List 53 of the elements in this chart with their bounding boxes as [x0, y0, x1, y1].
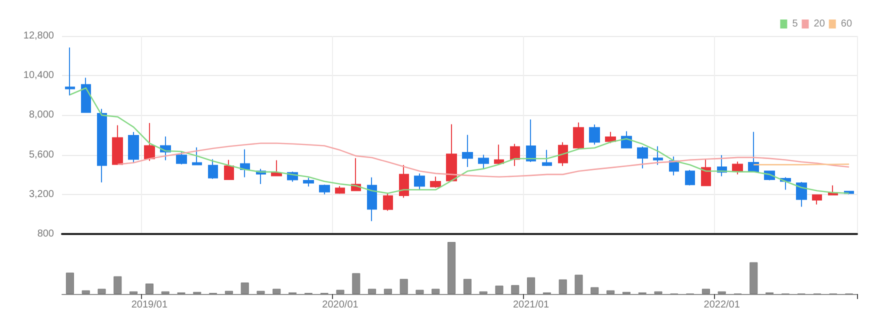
legend-label: 60 [840, 18, 852, 30]
candlestick [335, 186, 345, 194]
candlestick [367, 176, 377, 222]
candlestick [176, 150, 187, 165]
candlestick [303, 177, 314, 187]
candlestick [621, 130, 632, 148]
y-tick-label: 8,000 [28, 110, 54, 121]
candlestick [605, 131, 616, 144]
legend-label: 5 [792, 18, 798, 30]
candlestick [240, 148, 250, 178]
candlestick [542, 149, 552, 167]
candlestick [478, 154, 489, 170]
line-series [69, 87, 850, 194]
candlestick [192, 146, 202, 166]
candlestick [128, 132, 139, 164]
candlestick [558, 142, 568, 167]
y-tick-label: 5,600 [28, 149, 54, 160]
candlestick [637, 146, 648, 169]
candlestick [732, 161, 743, 175]
candlestick [97, 108, 107, 183]
candlestick [319, 184, 330, 195]
y-tick-label: 10,400 [23, 70, 54, 82]
x-tick-label: 2020/01 [322, 300, 359, 310]
y-tick-label: 3,200 [28, 188, 54, 200]
candlestick [526, 118, 536, 163]
y-tick-label: 800 [37, 228, 54, 240]
candlestick [589, 124, 600, 146]
candlestick [701, 158, 711, 187]
candlestick [573, 122, 584, 150]
candlestick [81, 77, 91, 114]
candlestick [112, 124, 123, 166]
candlestick [65, 47, 75, 96]
candlestick [462, 134, 473, 168]
candlestick [399, 164, 409, 198]
candlestick [383, 192, 393, 212]
candlestick [208, 158, 218, 180]
legend-label: 20 [814, 18, 826, 30]
candlestick [685, 169, 695, 186]
candlestick [796, 182, 807, 208]
y-tick-label: 12,800 [23, 30, 54, 42]
candlestick [446, 124, 457, 182]
line-series [117, 142, 850, 178]
x-tick-label: 2019/01 [131, 300, 168, 310]
candlestick [144, 122, 155, 162]
candlestick [224, 159, 234, 180]
candlestick [494, 144, 504, 165]
candlestick [510, 143, 520, 167]
candlestick [430, 176, 441, 188]
candlestick [414, 172, 425, 190]
x-tick-label: 2021/01 [512, 300, 550, 310]
candlestick [812, 194, 822, 205]
candlestick [653, 146, 663, 166]
x-tick-label: 2022/01 [704, 300, 740, 310]
